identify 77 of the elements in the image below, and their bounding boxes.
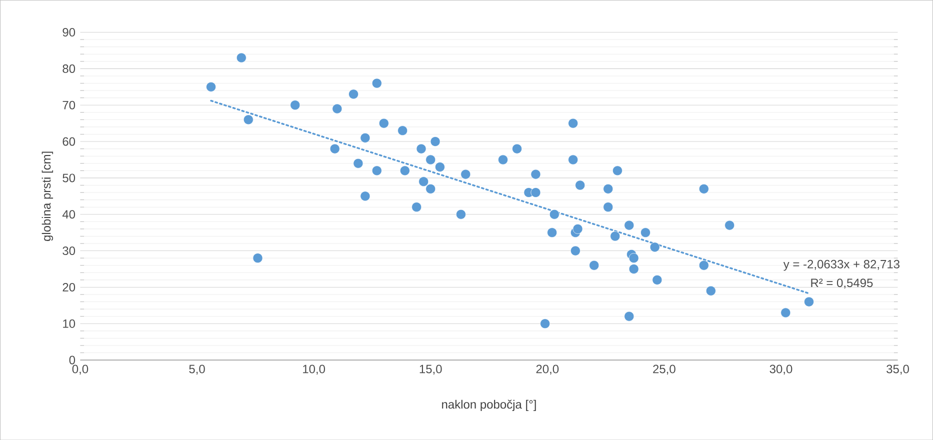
- point: [290, 100, 300, 110]
- point: [372, 166, 382, 176]
- x-tick-label: 25,0: [653, 364, 676, 375]
- point: [372, 78, 382, 88]
- point: [640, 227, 650, 238]
- point: [416, 144, 426, 154]
- point: [650, 242, 660, 252]
- x-axis-title: naklon pobočja [°]: [442, 400, 536, 411]
- point: [570, 246, 580, 256]
- point: [378, 118, 389, 128]
- point: [360, 191, 370, 202]
- point: [434, 162, 445, 172]
- y-tick-label: 60: [62, 137, 76, 146]
- point: [353, 158, 364, 168]
- point: [804, 296, 814, 307]
- point: [252, 252, 263, 263]
- point: [724, 220, 735, 230]
- x-tick-label: 10,0: [303, 364, 326, 375]
- point: [426, 184, 436, 194]
- x-tick-label: 5,0: [189, 364, 205, 375]
- point: [243, 114, 254, 125]
- point: [698, 184, 709, 194]
- point: [698, 260, 709, 270]
- point: [456, 209, 466, 220]
- point: [706, 286, 716, 296]
- point: [549, 209, 560, 220]
- point: [206, 82, 216, 92]
- y-tick-label: 50: [62, 174, 76, 182]
- y-tick-label: 20: [62, 282, 76, 292]
- point: [572, 224, 583, 234]
- point: [628, 264, 639, 274]
- point: [603, 184, 614, 194]
- point: [498, 154, 508, 165]
- point: [332, 104, 342, 114]
- x-tick-label: 20,0: [536, 364, 559, 375]
- point: [589, 260, 600, 270]
- y-tick-label: 30: [62, 246, 76, 255]
- point: [624, 311, 634, 322]
- point: [412, 202, 422, 212]
- y-axis-title: globina prsti [cm]: [42, 152, 54, 241]
- point: [530, 187, 541, 198]
- point: [426, 154, 436, 165]
- annotation: y = -2,0633x + 82,713: [783, 260, 900, 271]
- point: [780, 308, 791, 318]
- point: [236, 52, 246, 63]
- y-tick-label: 0: [69, 356, 76, 364]
- point: [460, 169, 471, 180]
- y-tick-label: 70: [62, 100, 76, 110]
- point: [398, 125, 408, 136]
- point: [547, 227, 558, 238]
- point: [568, 118, 578, 128]
- y-tick-label: 40: [62, 210, 76, 218]
- point: [603, 202, 614, 212]
- point: [530, 169, 541, 180]
- annotation: R² = 0,5495: [811, 278, 873, 288]
- point: [330, 144, 340, 154]
- point: [628, 252, 639, 263]
- point: [568, 154, 578, 165]
- point: [652, 274, 662, 285]
- x-tick-label: 35,0: [886, 364, 909, 375]
- y-tick-label: 80: [62, 64, 76, 73]
- point: [348, 89, 359, 100]
- point: [512, 144, 522, 154]
- point: [610, 231, 620, 242]
- x-tick-label: 0,0: [72, 364, 88, 375]
- point: [400, 166, 410, 176]
- point: [612, 166, 622, 176]
- point: [540, 318, 550, 328]
- point: [624, 220, 634, 230]
- x-tick-label: 15,0: [420, 364, 442, 375]
- point: [360, 132, 370, 143]
- x-tick-label: 30,0: [770, 364, 792, 375]
- point: [430, 136, 440, 146]
- y-tick-label: 10: [63, 319, 76, 328]
- point: [418, 176, 429, 186]
- y-tick-label: 90: [62, 28, 76, 36]
- point: [575, 180, 586, 190]
